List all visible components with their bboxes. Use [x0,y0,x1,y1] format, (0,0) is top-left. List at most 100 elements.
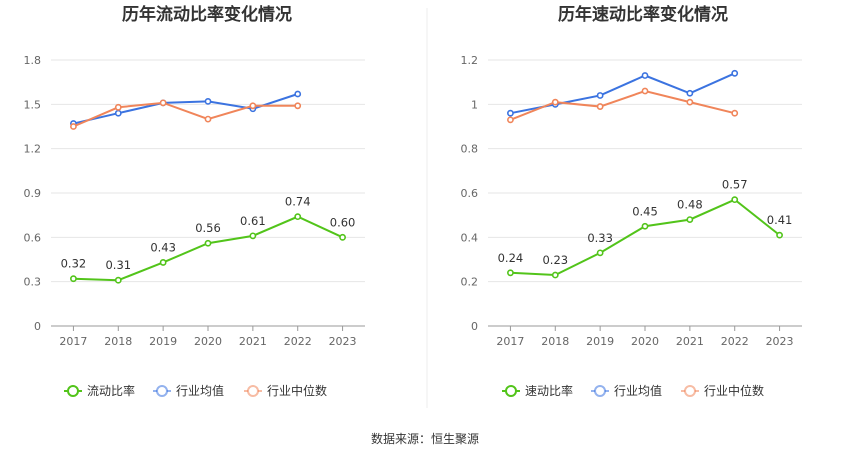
y-tick-label: 0.8 [461,143,479,156]
legend-marker-icon [594,385,606,397]
y-tick-label: 0.9 [24,187,42,200]
data-point[interactable] [159,99,167,107]
x-tick-label: 2017 [59,335,87,348]
data-point[interactable] [70,275,77,283]
series-line-2 [73,101,298,128]
x-tick-label: 2020 [194,335,222,348]
x-tick-label: 2022 [284,335,312,348]
data-label: 0.33 [587,231,613,245]
legend-item-0[interactable]: 速动比率 [502,383,573,398]
data-point[interactable] [641,72,649,79]
x-tick-label: 2017 [496,335,524,348]
data-label: 0.45 [632,204,658,218]
data-point[interactable] [114,109,122,117]
data-point[interactable] [731,196,739,204]
x-tick-label: 2019 [586,335,614,348]
data-label: 0.57 [722,178,748,192]
data-point[interactable] [114,103,122,111]
legend-item-1[interactable]: 行业均值 [153,383,224,398]
legend-marker-icon [67,385,79,397]
data-label: 0.43 [150,240,176,254]
data-point[interactable] [551,271,559,279]
data-point[interactable] [339,233,346,241]
legend-marker-icon [247,385,259,397]
data-label: 0.23 [542,253,568,267]
y-tick-label: 0.6 [461,187,479,200]
series-line-1 [73,93,299,125]
x-tick-label: 2020 [631,335,659,348]
y-tick-label: 0 [34,320,41,333]
data-point[interactable] [249,102,257,110]
legend-label: 流动比率 [87,383,135,398]
x-tick-label: 2021 [676,335,704,348]
data-point[interactable] [114,276,122,284]
data-point[interactable] [507,116,514,124]
data-source-note: 数据来源：恒生聚源 [371,431,479,446]
data-label: 0.60 [330,215,356,229]
legend-label: 速动比率 [525,383,573,398]
x-tick-label: 2021 [239,335,267,348]
x-tick-label: 2023 [766,335,794,348]
legend-label: 行业中位数 [267,383,327,398]
data-point[interactable] [731,109,739,117]
data-point[interactable] [596,92,604,99]
data-point[interactable] [507,109,514,117]
legend-item-2[interactable]: 行业中位数 [681,383,764,398]
series-line-2 [510,89,735,121]
data-point[interactable] [596,249,604,257]
data-point[interactable] [686,216,694,223]
legend-marker-icon [684,385,696,397]
data-point[interactable] [776,231,783,239]
data-point[interactable] [249,232,257,240]
data-point[interactable] [70,123,77,130]
data-label: 0.41 [767,213,793,227]
x-tick-label: 2022 [721,335,749,348]
data-point[interactable] [294,90,302,98]
y-tick-label: 1.5 [24,98,42,111]
data-point[interactable] [731,69,739,77]
y-tick-label: 1.2 [461,54,479,67]
legend-marker-icon [505,385,517,397]
data-point[interactable] [294,102,302,110]
y-tick-label: 0.4 [461,231,479,244]
legend-label: 行业均值 [614,383,662,398]
data-label: 0.74 [285,195,311,209]
x-tick-label: 2018 [541,335,569,348]
data-point[interactable] [204,97,212,105]
legend-item-2[interactable]: 行业中位数 [244,383,327,398]
data-point[interactable] [641,87,649,95]
legend-marker-icon [156,385,168,397]
data-label: 0.61 [240,214,266,228]
x-tick-label: 2018 [104,335,132,348]
data-label: 0.48 [677,198,703,212]
data-point[interactable] [159,259,167,266]
data-point[interactable] [686,89,694,97]
y-tick-label: 0.3 [24,276,42,289]
data-point[interactable] [686,98,694,106]
y-tick-label: 1 [471,98,478,111]
y-tick-label: 1.2 [24,143,42,156]
data-point[interactable] [204,239,212,247]
data-label: 0.56 [195,221,221,235]
data-point[interactable] [596,103,604,110]
data-label: 0.31 [105,258,131,272]
legend-label: 行业均值 [176,383,224,398]
x-tick-label: 2023 [329,335,357,348]
y-tick-label: 0.2 [461,276,479,289]
current-ratio-chart: 历年流动比率变化情况 0 0.3 0.6 0.9 1.2 1.5 1.8 2017 2018 201… [24,4,365,398]
data-point[interactable] [294,213,302,221]
legend-item-1[interactable]: 行业均值 [591,383,662,398]
y-tick-label: 1.8 [24,54,42,67]
y-tick-label: 0.6 [24,231,42,244]
data-label: 0.32 [61,257,87,271]
data-point[interactable] [641,222,649,230]
legend-item-0[interactable]: 流动比率 [64,383,135,398]
chart-title: 历年流动比率变化情况 [122,4,292,25]
data-point[interactable] [507,269,514,277]
data-label: 0.24 [498,251,524,265]
y-tick-label: 0 [471,320,478,333]
data-point[interactable] [551,98,559,106]
legend-label: 行业中位数 [704,383,764,398]
data-point[interactable] [204,115,212,123]
